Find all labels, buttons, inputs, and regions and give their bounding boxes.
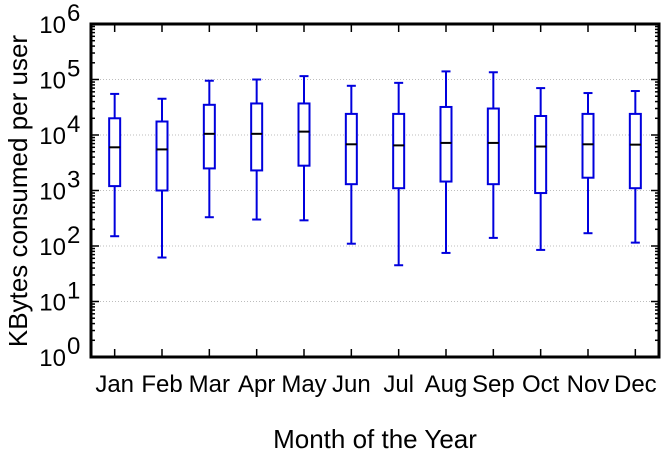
y-tick-exponent: 1 — [67, 278, 80, 305]
y-tick-label: 10 — [39, 290, 66, 317]
y-tick-exponent: 5 — [67, 56, 80, 83]
x-tick-label: May — [281, 371, 326, 398]
x-tick-label: Jan — [95, 371, 134, 398]
x-tick-label: Sep — [472, 371, 515, 398]
iqr-box — [581, 112, 595, 179]
grid-lines — [91, 79, 659, 302]
iqr-box — [202, 103, 216, 170]
box-jan — [108, 92, 122, 238]
iqr-box — [108, 117, 122, 188]
x-tick-label: Feb — [141, 371, 182, 398]
y-tick-exponent: 2 — [67, 222, 80, 249]
box-jul — [392, 81, 406, 267]
iqr-box — [344, 112, 358, 186]
iqr-box — [628, 112, 642, 190]
x-tick-label: Nov — [567, 371, 610, 398]
y-tick-label: 10 — [39, 179, 66, 206]
box-may — [297, 75, 311, 222]
box-oct — [534, 87, 548, 251]
y-tick-exponent: 0 — [67, 333, 80, 360]
y-tick-exponent: 4 — [67, 111, 80, 138]
box-series — [108, 70, 642, 267]
box-nov — [581, 92, 595, 235]
x-tick-label: Apr — [238, 371, 275, 398]
box-feb — [155, 97, 169, 259]
iqr-box — [155, 120, 169, 192]
plot-frame — [89, 22, 661, 359]
y-tick-label: 10 — [39, 345, 66, 372]
iqr-box — [439, 105, 453, 183]
x-tick-label: Mar — [189, 371, 230, 398]
x-tick-label: Jul — [383, 371, 414, 398]
box-jun — [344, 84, 358, 245]
y-tick-label: 10 — [39, 123, 66, 150]
box-dec — [628, 90, 642, 244]
y-axis-title: KBytes consumed per user — [3, 35, 33, 347]
box-apr — [250, 78, 264, 221]
x-tick-label: Dec — [614, 371, 657, 398]
y-tick-label: 10 — [39, 12, 66, 39]
x-tick-labels: Jan Feb Mar Apr May Jun Jul Aug Sep Oct Nov Dec — [95, 371, 656, 398]
iqr-box — [250, 102, 264, 172]
y-tick-exponent: 6 — [67, 0, 80, 27]
x-axis-title: Month of the Year — [273, 424, 477, 454]
y-tick-label: 10 — [39, 68, 66, 95]
x-tick-label: Jun — [332, 371, 371, 398]
y-tick-label: 10 — [39, 234, 66, 261]
iqr-box — [392, 112, 406, 190]
iqr-box — [534, 114, 548, 195]
y-tick-exponent: 3 — [67, 167, 80, 194]
box-aug — [439, 70, 453, 254]
box-mar — [202, 79, 216, 219]
iqr-box — [486, 107, 500, 186]
box-sep — [486, 71, 500, 239]
x-tick-label: Aug — [425, 371, 468, 398]
x-tick-label: Oct — [522, 371, 560, 398]
iqr-box — [297, 102, 311, 167]
axis-ticks — [91, 23, 659, 358]
